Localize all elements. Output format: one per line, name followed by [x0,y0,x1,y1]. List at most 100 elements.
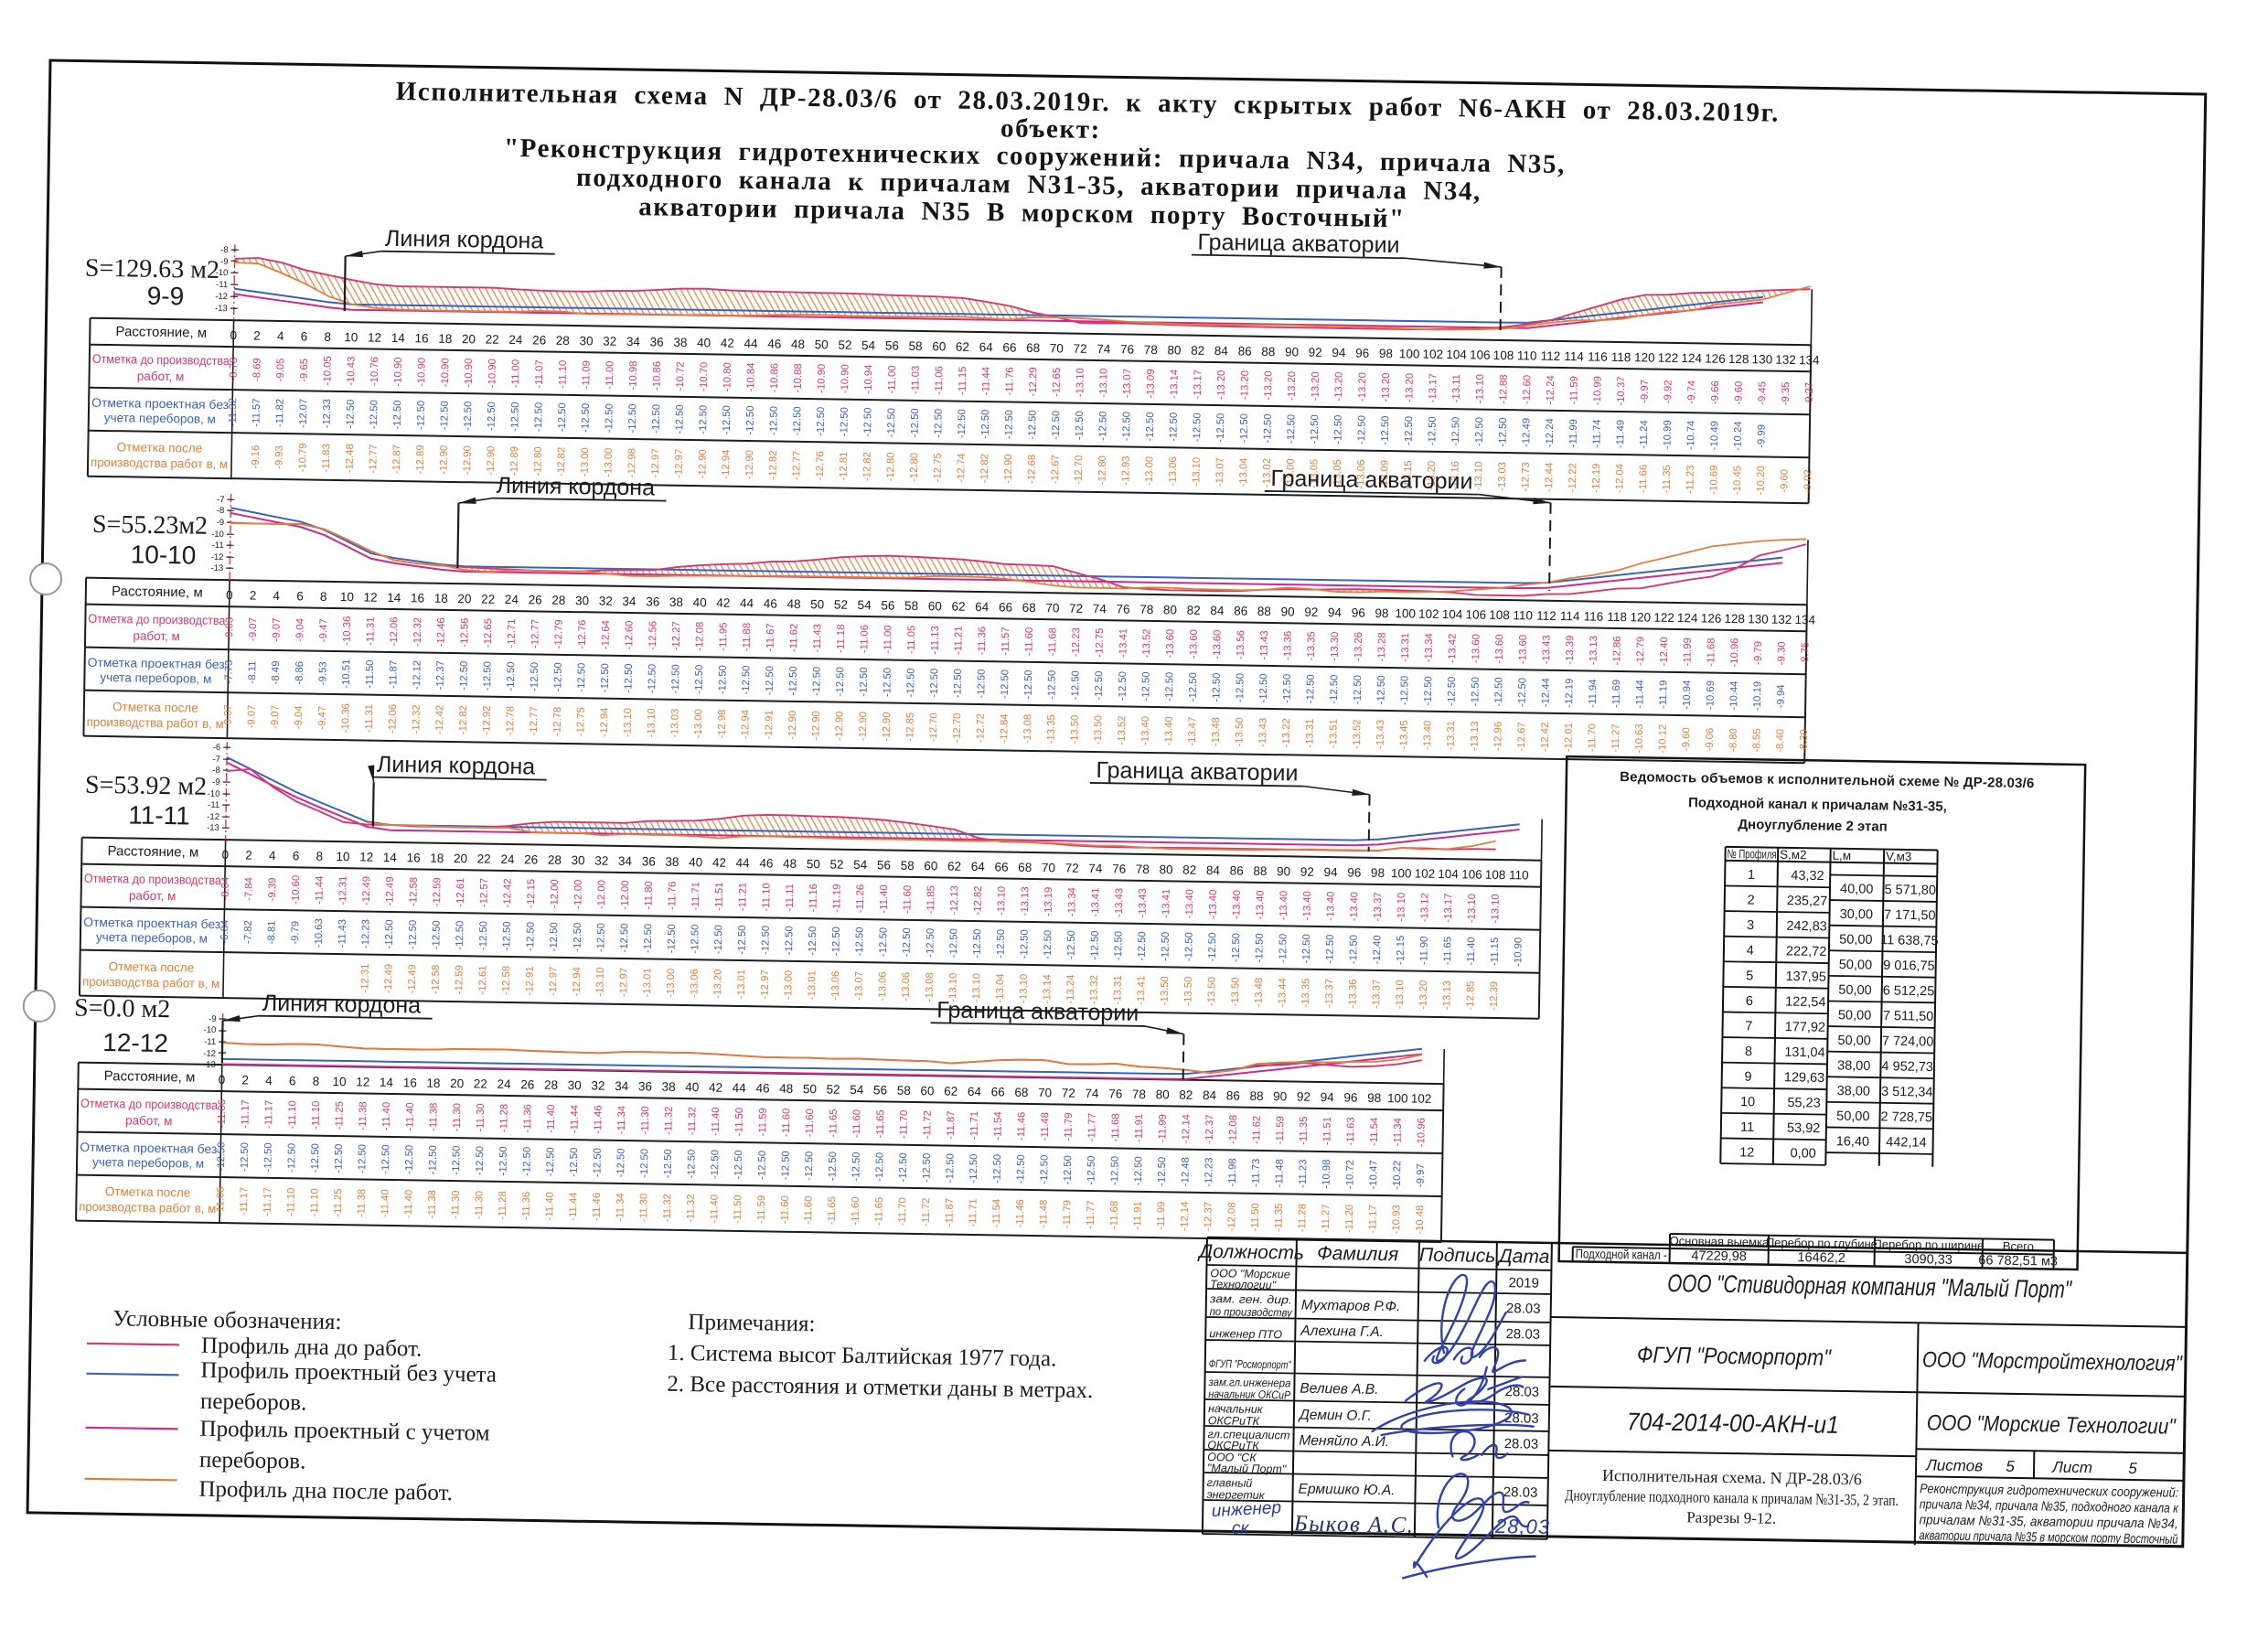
svg-text:50,00: 50,00 [1837,1034,1871,1049]
svg-text:-9.07: -9.07 [248,617,259,641]
svg-text:235,27: 235,27 [1787,894,1828,909]
svg-text:-11.21: -11.21 [737,883,748,911]
svg-text:-12.50: -12.50 [1015,1154,1027,1184]
svg-text:-11.40: -11.40 [404,1102,415,1130]
svg-text:-10.94: -10.94 [863,364,875,393]
svg-text:32: 32 [591,1078,604,1092]
svg-text:64: 64 [968,1085,982,1098]
svg-text:12: 12 [368,330,381,344]
svg-text:-13.10: -13.10 [1395,980,1407,1009]
svg-text:-12.49: -12.49 [1521,418,1533,447]
svg-text:Граница акватории: Граница акватории [1096,757,1298,786]
svg-text:-9.06: -9.06 [1705,728,1716,752]
svg-text:Отметка проектная без: Отметка проектная без [91,396,229,412]
svg-text:-12.50: -12.50 [478,921,490,950]
svg-text:учета переборов, м: учета переборов, м [92,1155,204,1171]
svg-text:-11.24: -11.24 [1639,420,1650,448]
svg-text:-13.34: -13.34 [1066,887,1078,916]
svg-text:18: 18 [430,852,444,865]
svg-text:-11.31: -11.31 [365,616,376,645]
svg-text:28: 28 [548,853,562,867]
svg-text:-12.82: -12.82 [861,452,873,481]
svg-text:-11.48: -11.48 [1038,1200,1049,1228]
svg-text:-12.92: -12.92 [481,705,493,734]
svg-text:Условные обозначения:: Условные обозначения: [112,1306,341,1334]
svg-text:-12.80: -12.80 [885,452,897,481]
svg-text:-12.77: -12.77 [530,619,541,648]
svg-text:-10.90: -10.90 [1513,937,1524,967]
svg-text:Профиль проектный без учета: Профиль проектный без учета [200,1358,497,1387]
svg-text:-12.64: -12.64 [600,620,612,649]
svg-text:130: 130 [1748,612,1769,626]
svg-text:12: 12 [359,850,373,863]
svg-text:-12.61: -12.61 [477,965,489,994]
svg-text:-11.30: -11.30 [452,1103,463,1131]
svg-text:16: 16 [411,591,424,605]
svg-text:-12.50: -12.50 [1089,930,1101,959]
svg-text:-12.42: -12.42 [434,705,446,734]
svg-text:-12.40: -12.40 [1372,935,1384,964]
svg-text:-12.50: -12.50 [1051,411,1063,440]
svg-text:-11.99: -11.99 [1157,1114,1168,1142]
svg-text:-11.51: -11.51 [714,882,725,910]
svg-text:-11.50: -11.50 [1250,1203,1261,1231]
svg-text:-12.50: -12.50 [666,924,678,953]
svg-text:-11.10: -11.10 [761,883,772,911]
svg-text:-13.13: -13.13 [1020,886,1032,916]
svg-text:104: 104 [1442,607,1463,621]
svg-text:38: 38 [669,595,683,609]
svg-text:52: 52 [827,1082,840,1096]
svg-text:-12.50: -12.50 [1447,677,1459,706]
svg-text:-11.17: -11.17 [263,1100,274,1129]
svg-text:177,92: 177,92 [1785,1020,1826,1035]
svg-text:-13.20: -13.20 [1357,372,1369,402]
svg-text:-10.05: -10.05 [322,356,334,385]
svg-text:-12.00: -12.00 [550,879,562,908]
svg-text:-11.25: -11.25 [333,1188,344,1216]
svg-text:-12.50: -12.50 [1183,932,1195,961]
svg-text:-12.23: -12.23 [1071,627,1083,657]
svg-text:-9.04: -9.04 [294,705,305,729]
svg-text:36: 36 [642,854,656,868]
svg-text:-9.53: -9.53 [317,661,328,685]
svg-text:-11.87: -11.87 [388,660,399,689]
svg-text:90: 90 [1285,345,1299,359]
svg-text:122,54: 122,54 [1785,995,1826,1011]
svg-text:-12.50: -12.50 [686,1150,698,1179]
svg-text:-9.65: -9.65 [299,359,310,382]
svg-text:Дата: Дата [1497,1246,1550,1268]
svg-text:106: 106 [1461,867,1482,881]
svg-text:-13.40: -13.40 [1302,891,1314,920]
svg-text:-11.57: -11.57 [1000,627,1011,655]
svg-text:-13.03: -13.03 [1497,462,1509,491]
svg-text:-12.50: -12.50 [643,924,655,953]
svg-text:-13.06: -13.06 [1168,456,1180,486]
svg-text:-12.50: -12.50 [1254,933,1266,962]
svg-text:2: 2 [245,848,252,862]
svg-text:-12.46: -12.46 [435,617,447,647]
svg-text:Граница акватории: Граница акватории [1270,466,1472,494]
svg-text:28: 28 [556,334,570,348]
svg-text:98: 98 [1375,606,1388,620]
svg-text:-12.50: -12.50 [1239,413,1251,443]
svg-text:-11.35: -11.35 [1299,1116,1310,1144]
svg-text:Отметка после: Отметка после [105,1184,191,1199]
svg-text:28.03: 28.03 [1503,1484,1538,1501]
svg-text:116: 116 [1588,349,1608,363]
svg-text:-12.76: -12.76 [577,620,589,649]
svg-text:40,00: 40,00 [1840,882,1874,897]
svg-text:-11.17: -11.17 [240,1099,251,1128]
svg-text:-11.49: -11.49 [1615,420,1626,448]
svg-text:-10.99: -10.99 [1662,420,1674,449]
svg-text:-8.69: -8.69 [251,358,262,381]
svg-text:12-12: 12-12 [102,1028,168,1057]
svg-text:124: 124 [1681,351,1702,365]
svg-text:24: 24 [505,593,519,606]
svg-text:Подходной канал -: Подходной канал - [1576,1246,1668,1262]
svg-text:94: 94 [1328,605,1343,619]
svg-text:-11.66: -11.66 [1638,465,1649,493]
svg-text:54: 54 [850,1083,864,1097]
svg-text:-12.85: -12.85 [904,712,916,742]
svg-text:учета переборов, м: учета переборов, м [104,411,216,426]
svg-text:-12.80: -12.80 [532,446,544,476]
